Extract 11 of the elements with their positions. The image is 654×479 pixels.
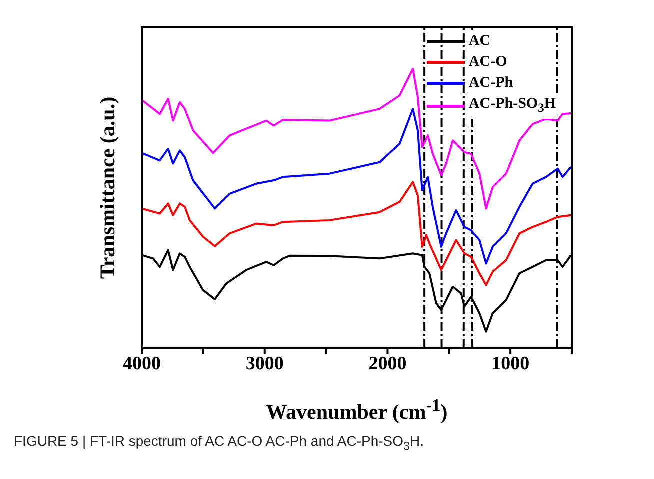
legend-label: AC-Ph xyxy=(468,73,516,94)
x-tick-label: 3000 xyxy=(246,353,284,374)
x-axis-title: Wavenumber (cm$^{-1}$) xyxy=(266,395,448,424)
x-tick-label: 1000 xyxy=(492,353,530,374)
legend-label: AC xyxy=(468,31,493,52)
y-axis-title: Transmittance (a.u.) xyxy=(96,96,120,279)
caption: FIGURE 5 | FT-IR spectrum of AC AC-O AC-Ph and AC-Ph-SO$_{3}$H. xyxy=(14,433,424,453)
x-tick-label: 2000 xyxy=(368,353,407,374)
x-tick-label: 4000 xyxy=(123,353,161,374)
legend-label: AC-Ph-SO$_{3}$H xyxy=(468,94,558,119)
legend-label: AC-O xyxy=(468,52,510,73)
